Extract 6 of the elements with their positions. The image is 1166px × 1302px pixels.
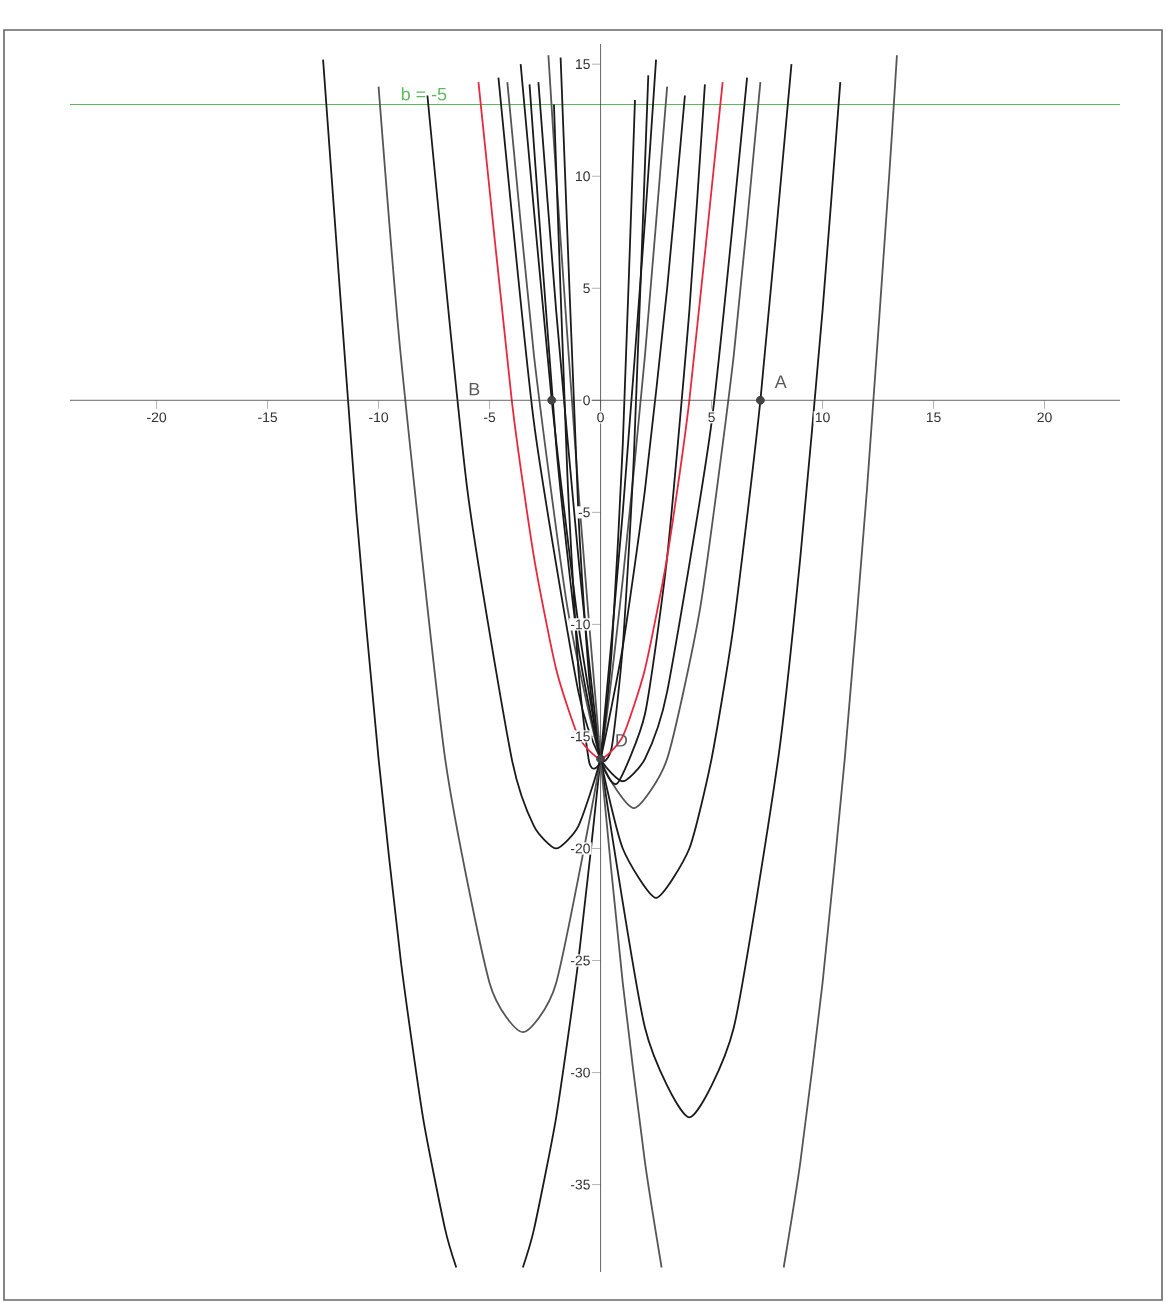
point — [547, 395, 557, 405]
annotation: b = -5 — [401, 87, 447, 101]
point — [756, 395, 765, 405]
point — [596, 754, 605, 764]
annotation: A — [774, 375, 787, 388]
annotation: B — [469, 382, 480, 396]
